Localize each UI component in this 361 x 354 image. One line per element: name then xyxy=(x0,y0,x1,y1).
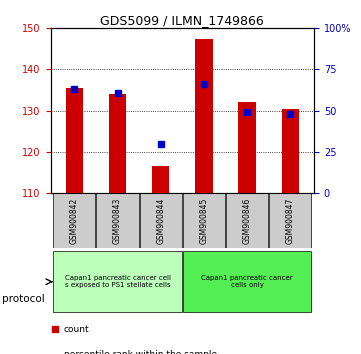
Text: count: count xyxy=(64,325,90,333)
Text: percentile rank within the sample: percentile rank within the sample xyxy=(64,350,217,354)
Text: GSM900846: GSM900846 xyxy=(243,197,252,244)
Text: GSM900845: GSM900845 xyxy=(199,197,208,244)
Text: GSM900847: GSM900847 xyxy=(286,197,295,244)
Bar xyxy=(96,194,139,247)
Bar xyxy=(239,102,256,193)
Bar xyxy=(152,166,169,193)
Bar xyxy=(183,251,312,312)
Bar xyxy=(183,194,225,247)
Bar xyxy=(195,39,213,193)
Text: protocol: protocol xyxy=(2,294,44,304)
Bar xyxy=(109,94,126,193)
Text: Capan1 pancreatic cancer cell
s exposed to PS1 stellate cells: Capan1 pancreatic cancer cell s exposed … xyxy=(65,275,170,288)
Bar xyxy=(282,109,299,193)
Text: GSM900842: GSM900842 xyxy=(70,198,79,244)
Text: GSM900843: GSM900843 xyxy=(113,197,122,244)
Bar xyxy=(269,194,312,247)
Bar xyxy=(66,88,83,193)
Bar xyxy=(226,194,268,247)
Text: GSM900844: GSM900844 xyxy=(156,197,165,244)
Bar xyxy=(53,251,182,312)
Bar xyxy=(140,194,182,247)
Text: Capan1 pancreatic cancer
cells only: Capan1 pancreatic cancer cells only xyxy=(201,275,293,288)
Title: GDS5099 / ILMN_1749866: GDS5099 / ILMN_1749866 xyxy=(100,14,264,27)
Bar xyxy=(53,194,95,247)
